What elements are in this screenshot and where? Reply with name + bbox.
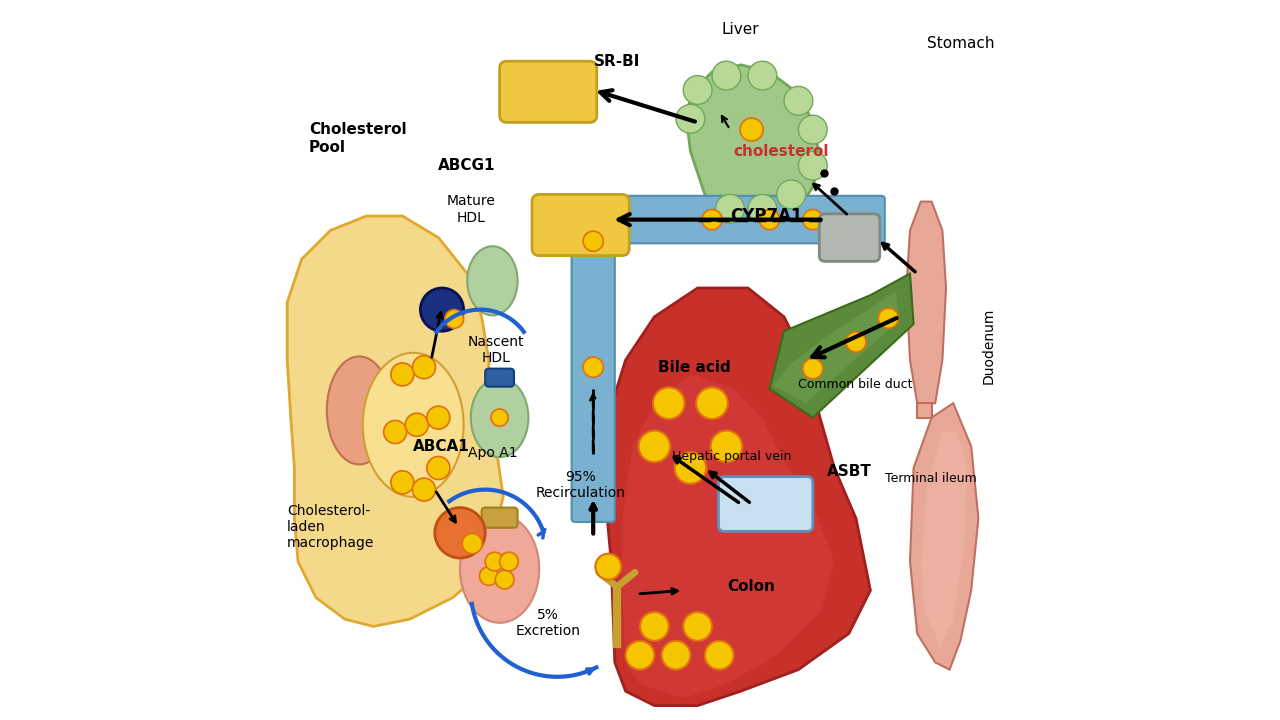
Circle shape [846,332,867,352]
Text: Apo A1: Apo A1 [467,446,517,460]
Circle shape [759,210,780,230]
Circle shape [684,76,712,104]
Circle shape [499,552,518,571]
Text: 5%
Excretion: 5% Excretion [516,608,581,638]
Text: Colon: Colon [727,580,776,594]
Ellipse shape [326,356,392,464]
Circle shape [584,231,603,251]
Circle shape [777,180,805,209]
Polygon shape [918,403,932,418]
Text: ABCA1: ABCA1 [413,439,470,454]
Circle shape [785,86,813,115]
FancyBboxPatch shape [481,508,517,528]
Circle shape [712,61,741,90]
Polygon shape [773,292,900,403]
Circle shape [701,210,722,230]
Circle shape [390,471,413,494]
Text: ABCG1: ABCG1 [439,158,495,174]
Text: CYP7A1: CYP7A1 [730,207,803,225]
Text: Liver: Liver [722,22,759,37]
Circle shape [748,194,777,223]
Polygon shape [687,65,820,216]
Ellipse shape [362,353,463,497]
Circle shape [640,612,669,641]
Text: 95%
Recirculation: 95% Recirculation [535,470,626,500]
Text: Common bile duct: Common bile duct [799,378,913,391]
Polygon shape [287,216,503,626]
Circle shape [684,612,712,641]
Polygon shape [920,432,968,648]
Circle shape [462,534,483,554]
Circle shape [675,452,707,484]
Circle shape [390,363,413,386]
Polygon shape [910,403,978,670]
Text: cholesterol: cholesterol [733,144,829,159]
Circle shape [803,210,823,230]
Circle shape [799,151,827,180]
Circle shape [595,554,621,580]
FancyBboxPatch shape [572,198,614,522]
FancyBboxPatch shape [819,214,879,261]
Circle shape [653,387,685,419]
Circle shape [495,570,515,589]
Ellipse shape [471,378,529,457]
Circle shape [445,310,463,328]
Circle shape [710,431,742,462]
Ellipse shape [460,515,539,623]
Text: SR-BI: SR-BI [594,54,640,69]
Circle shape [878,308,899,328]
Circle shape [428,456,451,480]
Circle shape [485,552,504,571]
FancyBboxPatch shape [532,194,630,256]
Text: Nascent
HDL: Nascent HDL [467,335,525,365]
FancyBboxPatch shape [718,477,813,531]
Text: Terminal ileum: Terminal ileum [884,472,977,485]
Text: Duodenum: Duodenum [982,307,996,384]
Circle shape [748,61,777,90]
Circle shape [435,508,485,558]
Circle shape [803,359,823,379]
Circle shape [492,409,508,426]
Polygon shape [906,202,946,403]
Text: Cholesterol-
laden
macrophage: Cholesterol- laden macrophage [287,504,375,550]
Circle shape [696,387,728,419]
Text: Hepatic portal vein: Hepatic portal vein [672,450,792,463]
FancyBboxPatch shape [485,369,515,387]
Text: ASBT: ASBT [827,464,872,479]
Circle shape [412,478,435,501]
Circle shape [480,567,498,585]
Circle shape [799,115,827,144]
Polygon shape [769,274,914,418]
Circle shape [705,641,733,670]
Circle shape [740,118,763,141]
Polygon shape [622,374,835,698]
Circle shape [676,104,705,133]
FancyBboxPatch shape [499,61,596,122]
Circle shape [626,641,654,670]
Circle shape [412,356,435,379]
Polygon shape [604,288,870,706]
Text: Mature
HDL: Mature HDL [447,194,495,225]
Circle shape [662,641,690,670]
Circle shape [420,288,463,331]
Circle shape [384,420,407,444]
Ellipse shape [467,246,517,315]
FancyBboxPatch shape [568,196,884,243]
Text: Bile acid: Bile acid [658,360,731,375]
Circle shape [716,194,745,223]
Circle shape [639,431,671,462]
Text: Cholesterol
Pool: Cholesterol Pool [308,122,407,155]
Circle shape [584,357,603,377]
Circle shape [406,413,429,436]
Text: Stomach: Stomach [927,36,995,51]
Circle shape [428,406,451,429]
